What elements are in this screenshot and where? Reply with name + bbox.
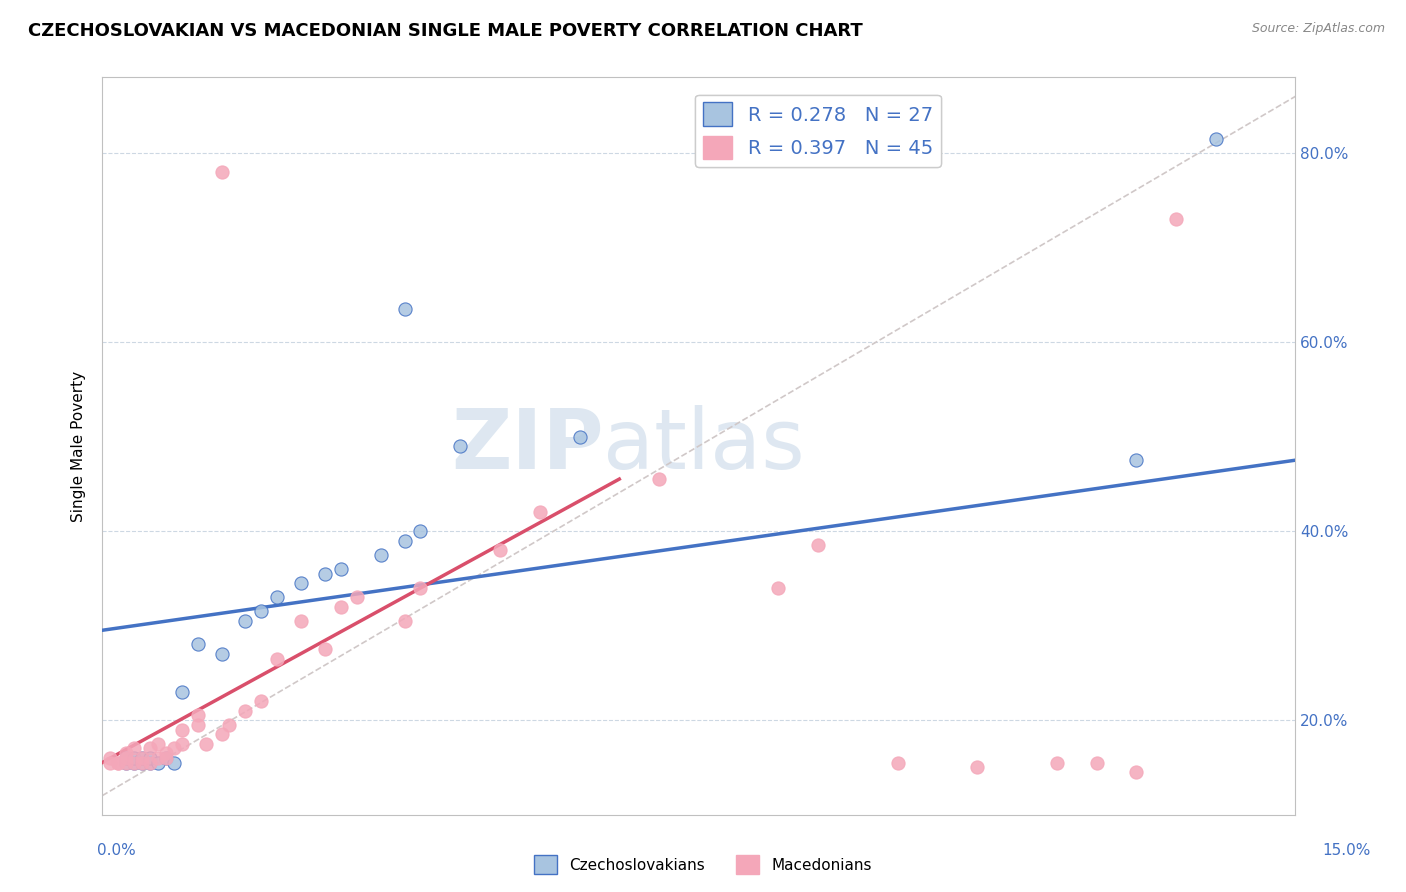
Point [1125, 765, 1147, 780]
Point [807, 538, 830, 552]
Point [122, 741, 145, 756]
Point [187, 708, 209, 723]
Point [529, 505, 551, 519]
Point [187, 637, 209, 651]
Point [163, 756, 186, 770]
Point [170, 737, 193, 751]
Point [1205, 132, 1227, 146]
Point [115, 751, 138, 765]
Point [394, 614, 416, 628]
Point [768, 581, 790, 595]
Point [122, 751, 145, 765]
Point [409, 524, 432, 538]
Point [146, 751, 169, 765]
Point [218, 718, 240, 732]
Point [329, 562, 352, 576]
Point [1166, 212, 1188, 227]
Point [250, 694, 273, 708]
Point [115, 746, 138, 760]
Point [107, 756, 129, 770]
Point [155, 746, 177, 760]
Point [170, 684, 193, 698]
Point [139, 751, 162, 765]
Point [139, 756, 162, 770]
Point [409, 581, 432, 595]
Legend: R = 0.278   N = 27, R = 0.397   N = 45: R = 0.278 N = 27, R = 0.397 N = 45 [696, 95, 941, 168]
Point [370, 548, 392, 562]
Point [1125, 453, 1147, 467]
Point [211, 647, 233, 661]
Point [170, 723, 193, 737]
Point [266, 591, 288, 605]
Point [98, 756, 121, 770]
Point [250, 604, 273, 618]
Y-axis label: Single Male Poverty: Single Male Poverty [72, 370, 86, 522]
Text: CZECHOSLOVAKIAN VS MACEDONIAN SINGLE MALE POVERTY CORRELATION CHART: CZECHOSLOVAKIAN VS MACEDONIAN SINGLE MAL… [28, 22, 863, 40]
Point [131, 756, 153, 770]
Point [235, 614, 257, 628]
Point [187, 718, 209, 732]
Point [394, 533, 416, 548]
Legend: Czechoslovakians, Macedonians: Czechoslovakians, Macedonians [529, 849, 877, 880]
Point [1085, 756, 1108, 770]
Point [290, 614, 312, 628]
Point [131, 751, 153, 765]
Point [122, 756, 145, 770]
Point [146, 737, 169, 751]
Point [886, 756, 908, 770]
Text: 0.0%: 0.0% [97, 843, 136, 858]
Point [329, 599, 352, 614]
Point [115, 756, 138, 770]
Point [146, 756, 169, 770]
Point [314, 642, 336, 657]
Text: 15.0%: 15.0% [1323, 843, 1371, 858]
Point [648, 472, 671, 486]
Text: ZIP: ZIP [451, 406, 603, 486]
Point [155, 751, 177, 765]
Point [211, 165, 233, 179]
Point [1046, 756, 1069, 770]
Point [131, 751, 153, 765]
Point [235, 704, 257, 718]
Point [449, 439, 471, 453]
Point [966, 760, 988, 774]
Point [139, 741, 162, 756]
Point [139, 756, 162, 770]
Point [163, 741, 186, 756]
Point [568, 429, 591, 443]
Text: Source: ZipAtlas.com: Source: ZipAtlas.com [1251, 22, 1385, 36]
Point [194, 737, 217, 751]
Point [115, 756, 138, 770]
Point [107, 756, 129, 770]
Point [131, 756, 153, 770]
Point [98, 751, 121, 765]
Point [266, 651, 288, 665]
Point [290, 576, 312, 591]
Point [346, 591, 368, 605]
Point [211, 727, 233, 741]
Point [115, 751, 138, 765]
Point [489, 543, 512, 558]
Point [394, 301, 416, 316]
Point [155, 751, 177, 765]
Text: atlas: atlas [603, 406, 806, 486]
Point [314, 566, 336, 581]
Point [122, 756, 145, 770]
